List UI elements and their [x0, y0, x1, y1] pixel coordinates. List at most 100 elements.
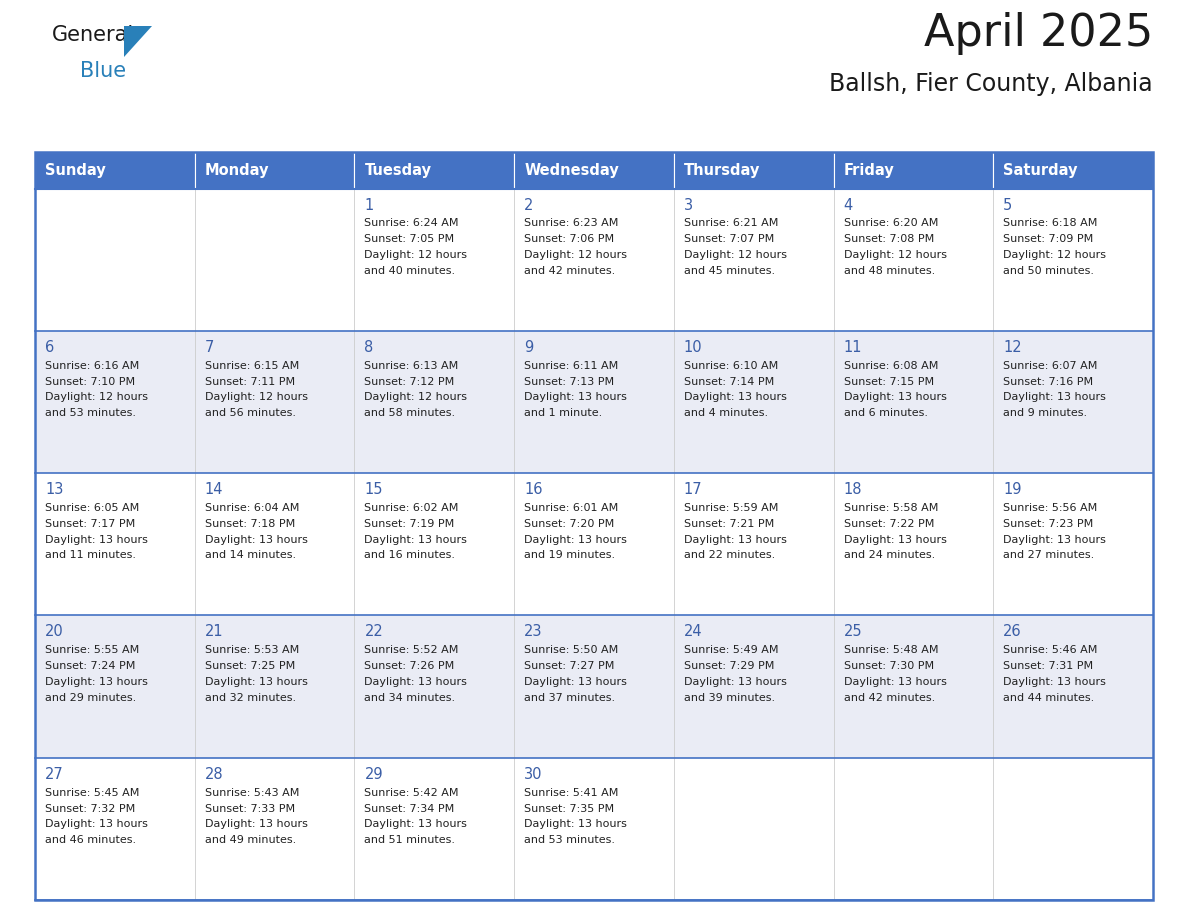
Text: and 58 minutes.: and 58 minutes.: [365, 409, 455, 419]
Text: Sunrise: 6:23 AM: Sunrise: 6:23 AM: [524, 218, 619, 229]
Text: 6: 6: [45, 340, 55, 354]
Text: Sunrise: 5:43 AM: Sunrise: 5:43 AM: [204, 788, 299, 798]
Text: Daylight: 13 hours: Daylight: 13 hours: [365, 677, 467, 687]
Bar: [34, 757, 195, 900]
Polygon shape: [124, 26, 152, 57]
Text: and 53 minutes.: and 53 minutes.: [524, 835, 615, 845]
Text: Sunset: 7:11 PM: Sunset: 7:11 PM: [204, 376, 295, 386]
Text: and 27 minutes.: and 27 minutes.: [1004, 551, 1094, 561]
Text: and 40 minutes.: and 40 minutes.: [365, 266, 455, 276]
Bar: [834, 188, 993, 330]
Text: Sunrise: 6:13 AM: Sunrise: 6:13 AM: [365, 361, 459, 371]
Text: Sunday: Sunday: [45, 162, 106, 178]
Text: and 45 minutes.: and 45 minutes.: [684, 266, 775, 276]
Bar: [674, 473, 834, 615]
Bar: [195, 152, 354, 188]
Text: 26: 26: [1004, 624, 1022, 640]
Text: Sunset: 7:16 PM: Sunset: 7:16 PM: [1004, 376, 1093, 386]
Bar: [354, 615, 514, 757]
Bar: [834, 615, 993, 757]
Text: 8: 8: [365, 340, 374, 354]
Text: Daylight: 13 hours: Daylight: 13 hours: [365, 534, 467, 544]
Text: 5: 5: [1004, 197, 1012, 212]
Text: Sunrise: 5:49 AM: Sunrise: 5:49 AM: [684, 645, 778, 655]
Bar: [354, 188, 514, 330]
Text: Sunrise: 5:52 AM: Sunrise: 5:52 AM: [365, 645, 459, 655]
Text: Sunset: 7:22 PM: Sunset: 7:22 PM: [843, 519, 934, 529]
Bar: [674, 188, 834, 330]
Text: 4: 4: [843, 197, 853, 212]
Text: Sunset: 7:24 PM: Sunset: 7:24 PM: [45, 661, 135, 671]
Text: Sunrise: 5:42 AM: Sunrise: 5:42 AM: [365, 788, 459, 798]
Text: Sunrise: 6:04 AM: Sunrise: 6:04 AM: [204, 503, 299, 513]
Text: 23: 23: [524, 624, 543, 640]
Text: Sunrise: 6:10 AM: Sunrise: 6:10 AM: [684, 361, 778, 371]
Text: and 46 minutes.: and 46 minutes.: [45, 835, 137, 845]
Text: Sunset: 7:23 PM: Sunset: 7:23 PM: [1004, 519, 1093, 529]
Text: 16: 16: [524, 482, 543, 498]
Text: and 42 minutes.: and 42 minutes.: [524, 266, 615, 276]
Text: Daylight: 13 hours: Daylight: 13 hours: [1004, 392, 1106, 402]
Text: and 14 minutes.: and 14 minutes.: [204, 551, 296, 561]
Text: 13: 13: [45, 482, 63, 498]
Text: Sunset: 7:15 PM: Sunset: 7:15 PM: [843, 376, 934, 386]
Text: 7: 7: [204, 340, 214, 354]
Text: Sunset: 7:05 PM: Sunset: 7:05 PM: [365, 234, 455, 244]
Bar: [34, 330, 195, 473]
Text: Sunset: 7:30 PM: Sunset: 7:30 PM: [843, 661, 934, 671]
Bar: [834, 473, 993, 615]
Text: Thursday: Thursday: [684, 162, 760, 178]
Bar: [514, 473, 674, 615]
Text: Sunrise: 5:53 AM: Sunrise: 5:53 AM: [204, 645, 299, 655]
Text: and 49 minutes.: and 49 minutes.: [204, 835, 296, 845]
Text: Daylight: 12 hours: Daylight: 12 hours: [684, 250, 786, 260]
Text: Sunrise: 5:50 AM: Sunrise: 5:50 AM: [524, 645, 619, 655]
Text: Sunrise: 6:07 AM: Sunrise: 6:07 AM: [1004, 361, 1098, 371]
Text: Daylight: 13 hours: Daylight: 13 hours: [843, 534, 947, 544]
Text: 22: 22: [365, 624, 384, 640]
Text: Daylight: 12 hours: Daylight: 12 hours: [524, 250, 627, 260]
Text: and 6 minutes.: and 6 minutes.: [843, 409, 928, 419]
Bar: [34, 615, 195, 757]
Text: 30: 30: [524, 767, 543, 782]
Text: and 51 minutes.: and 51 minutes.: [365, 835, 455, 845]
Text: Sunrise: 6:11 AM: Sunrise: 6:11 AM: [524, 361, 619, 371]
Text: Sunrise: 6:16 AM: Sunrise: 6:16 AM: [45, 361, 139, 371]
Text: Sunrise: 6:05 AM: Sunrise: 6:05 AM: [45, 503, 139, 513]
Text: Sunrise: 5:41 AM: Sunrise: 5:41 AM: [524, 788, 619, 798]
Text: Sunrise: 5:48 AM: Sunrise: 5:48 AM: [843, 645, 939, 655]
Text: Friday: Friday: [843, 162, 895, 178]
Bar: [34, 473, 195, 615]
Bar: [993, 615, 1154, 757]
Text: Sunrise: 5:58 AM: Sunrise: 5:58 AM: [843, 503, 939, 513]
Bar: [514, 615, 674, 757]
Text: Sunrise: 6:08 AM: Sunrise: 6:08 AM: [843, 361, 939, 371]
Text: Sunrise: 6:20 AM: Sunrise: 6:20 AM: [843, 218, 939, 229]
Text: Tuesday: Tuesday: [365, 162, 431, 178]
Bar: [514, 757, 674, 900]
Text: 19: 19: [1004, 482, 1022, 498]
Bar: [354, 330, 514, 473]
Text: Sunset: 7:17 PM: Sunset: 7:17 PM: [45, 519, 135, 529]
Text: Sunset: 7:27 PM: Sunset: 7:27 PM: [524, 661, 614, 671]
Bar: [354, 757, 514, 900]
Bar: [514, 152, 674, 188]
Bar: [674, 330, 834, 473]
Text: Daylight: 13 hours: Daylight: 13 hours: [684, 392, 786, 402]
Bar: [993, 757, 1154, 900]
Text: and 42 minutes.: and 42 minutes.: [843, 693, 935, 703]
Text: Sunrise: 5:59 AM: Sunrise: 5:59 AM: [684, 503, 778, 513]
Text: Sunset: 7:32 PM: Sunset: 7:32 PM: [45, 803, 135, 813]
Text: and 56 minutes.: and 56 minutes.: [204, 409, 296, 419]
Bar: [993, 330, 1154, 473]
Text: Sunset: 7:20 PM: Sunset: 7:20 PM: [524, 519, 614, 529]
Bar: [34, 188, 195, 330]
Text: 14: 14: [204, 482, 223, 498]
Text: 11: 11: [843, 340, 862, 354]
Text: Sunrise: 6:24 AM: Sunrise: 6:24 AM: [365, 218, 459, 229]
Text: Sunset: 7:07 PM: Sunset: 7:07 PM: [684, 234, 775, 244]
Text: and 9 minutes.: and 9 minutes.: [1004, 409, 1087, 419]
Text: and 48 minutes.: and 48 minutes.: [843, 266, 935, 276]
Text: Sunset: 7:25 PM: Sunset: 7:25 PM: [204, 661, 295, 671]
Text: Daylight: 13 hours: Daylight: 13 hours: [1004, 534, 1106, 544]
